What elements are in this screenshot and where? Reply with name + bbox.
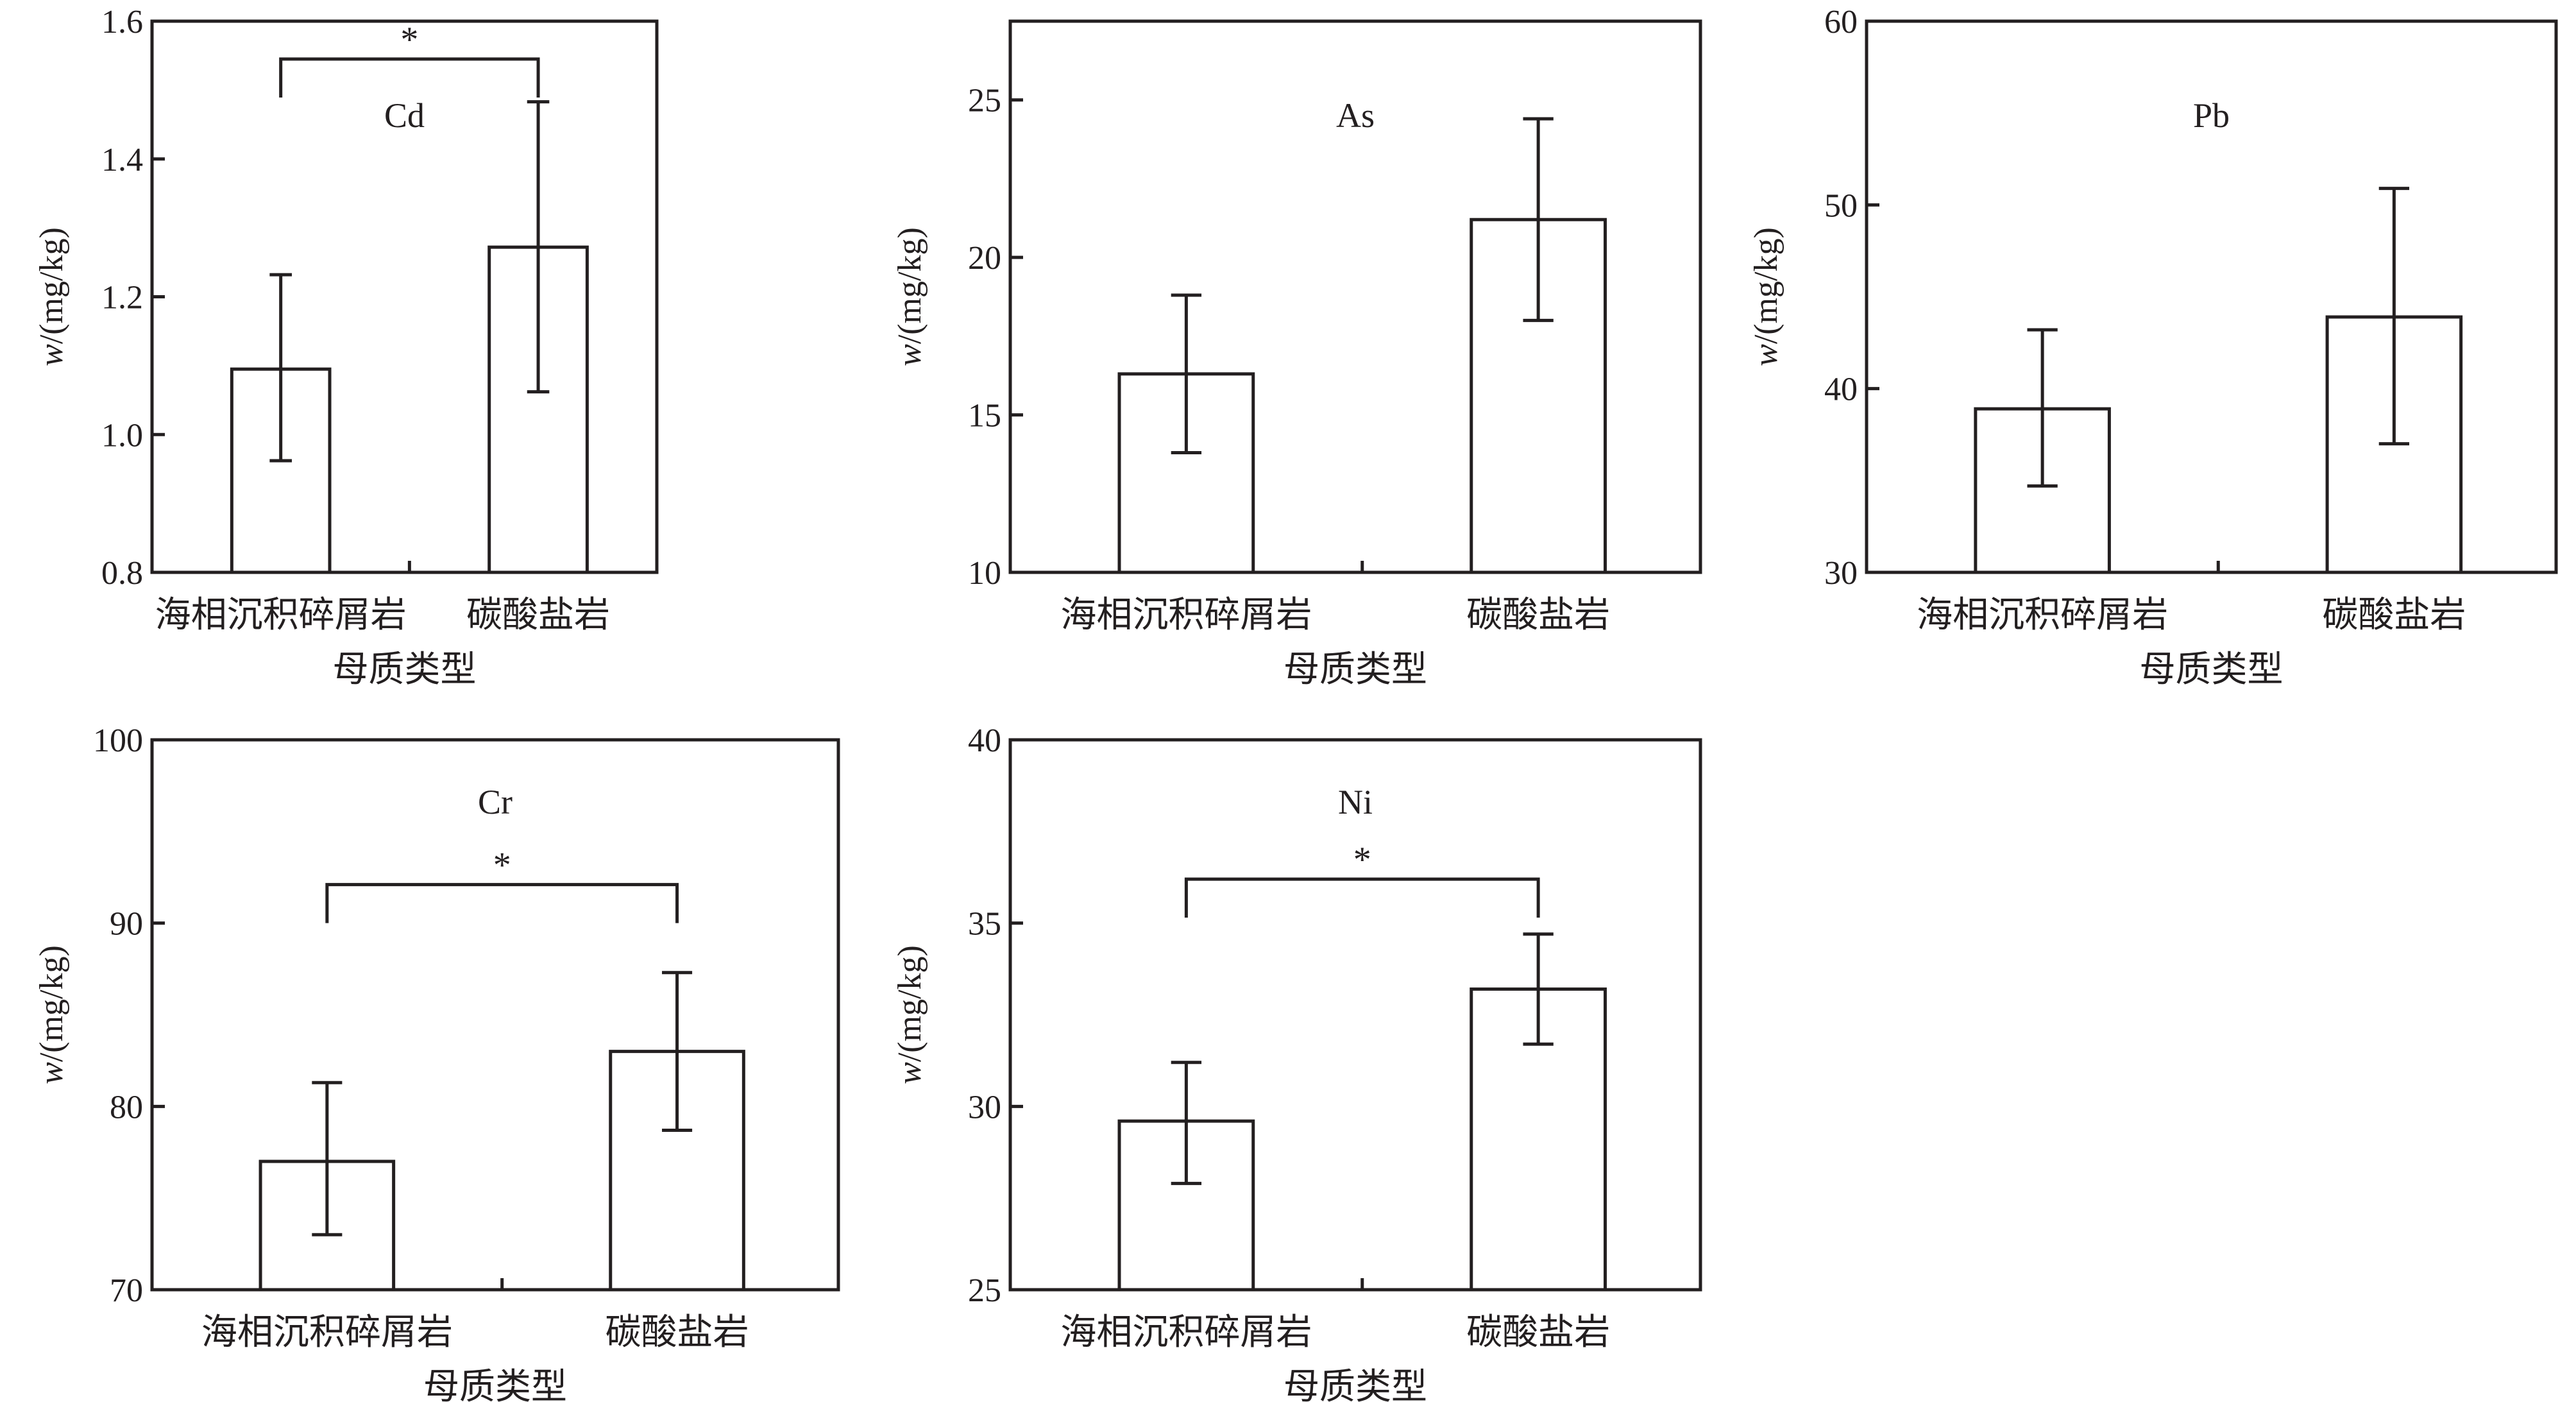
significance-bracket: * bbox=[325, 846, 679, 923]
y-tick-label: 35 bbox=[968, 906, 1001, 943]
y-tick-label: 30 bbox=[968, 1089, 1001, 1125]
significance-bracket: * bbox=[1184, 840, 1540, 918]
category-label-1: 海相沉积碎屑岩 bbox=[1060, 594, 1312, 636]
significance-star: * bbox=[1353, 840, 1371, 880]
error-bar-1 bbox=[1171, 1061, 1202, 1185]
y-tick-label: 40 bbox=[968, 722, 1001, 759]
y-tick-label: 10 bbox=[968, 555, 1001, 592]
y-axis-title: w/(mg/kg) bbox=[1748, 227, 1784, 366]
error-bar-1 bbox=[269, 273, 292, 463]
y-tick-label: 15 bbox=[968, 398, 1001, 434]
panel-title: Cd bbox=[384, 96, 425, 135]
plot-frame bbox=[1008, 19, 1702, 574]
y-tick-label: 1.4 bbox=[101, 142, 143, 178]
y-axis-title: w/(mg/kg) bbox=[33, 227, 70, 366]
x-axis-title: 母质类型 bbox=[1284, 649, 1427, 690]
category-label-2: 碳酸盐岩 bbox=[2322, 594, 2466, 636]
category-label-1: 海相沉积碎屑岩 bbox=[1917, 594, 2168, 636]
error-bar-2 bbox=[1523, 932, 1554, 1046]
category-label-1: 海相沉积碎屑岩 bbox=[201, 1312, 453, 1353]
x-axis-title: 母质类型 bbox=[1284, 1366, 1427, 1402]
y-axis-title: w/(mg/kg) bbox=[892, 227, 928, 366]
y-tick-label: 90 bbox=[110, 906, 143, 943]
y-tick-label: 40 bbox=[1824, 372, 1858, 408]
y-tick-label: 30 bbox=[1824, 555, 1858, 592]
error-bar-1 bbox=[1171, 293, 1202, 454]
x-axis-title: 母质类型 bbox=[2140, 649, 2284, 690]
panel-title: Ni bbox=[1338, 783, 1373, 821]
y-tick-label: 100 bbox=[93, 722, 143, 759]
error-bar-2 bbox=[2378, 187, 2410, 446]
panel-title: Pb bbox=[2193, 96, 2230, 135]
y-tick-label: 1.0 bbox=[101, 417, 143, 454]
y-tick-label: 80 bbox=[110, 1089, 143, 1125]
error-bar-1 bbox=[2027, 328, 2058, 488]
y-axis-title: w/(mg/kg) bbox=[892, 945, 928, 1084]
plot-frame bbox=[1008, 738, 1702, 1292]
plot-frame bbox=[150, 738, 840, 1292]
significance-star: * bbox=[400, 20, 418, 60]
x-axis-title: 母质类型 bbox=[423, 1366, 567, 1402]
y-tick-label: 1.2 bbox=[101, 280, 143, 316]
error-bar-2 bbox=[1523, 117, 1554, 322]
panel-title: Cr bbox=[478, 783, 513, 821]
significance-bracket: * bbox=[279, 20, 540, 98]
category-label-1: 海相沉积碎屑岩 bbox=[155, 594, 407, 636]
y-tick-label: 1.6 bbox=[101, 4, 143, 40]
y-tick-label: 25 bbox=[968, 1272, 1001, 1309]
y-tick-label: 70 bbox=[110, 1272, 143, 1309]
category-label-2: 碳酸盐岩 bbox=[1466, 594, 1610, 636]
category-label-1: 海相沉积碎屑岩 bbox=[1060, 1312, 1312, 1353]
x-axis-title: 母质类型 bbox=[333, 649, 477, 690]
significance-star: * bbox=[493, 846, 511, 885]
category-label-2: 碳酸盐岩 bbox=[606, 1312, 749, 1353]
y-axis-title: w/(mg/kg) bbox=[33, 945, 70, 1084]
error-bar-2 bbox=[662, 971, 693, 1132]
category-label-2: 碳酸盐岩 bbox=[466, 594, 610, 636]
error-bar-2 bbox=[527, 100, 550, 394]
plot-frame bbox=[1865, 19, 2558, 574]
error-bar-1 bbox=[312, 1081, 343, 1236]
category-label-2: 碳酸盐岩 bbox=[1466, 1312, 1610, 1353]
y-tick-label: 50 bbox=[1824, 187, 1858, 224]
y-tick-label: 25 bbox=[968, 83, 1001, 119]
y-tick-label: 60 bbox=[1824, 4, 1858, 40]
panel-title: As bbox=[1336, 96, 1375, 135]
y-tick-label: 0.8 bbox=[101, 555, 143, 592]
y-tick-label: 20 bbox=[968, 240, 1001, 277]
